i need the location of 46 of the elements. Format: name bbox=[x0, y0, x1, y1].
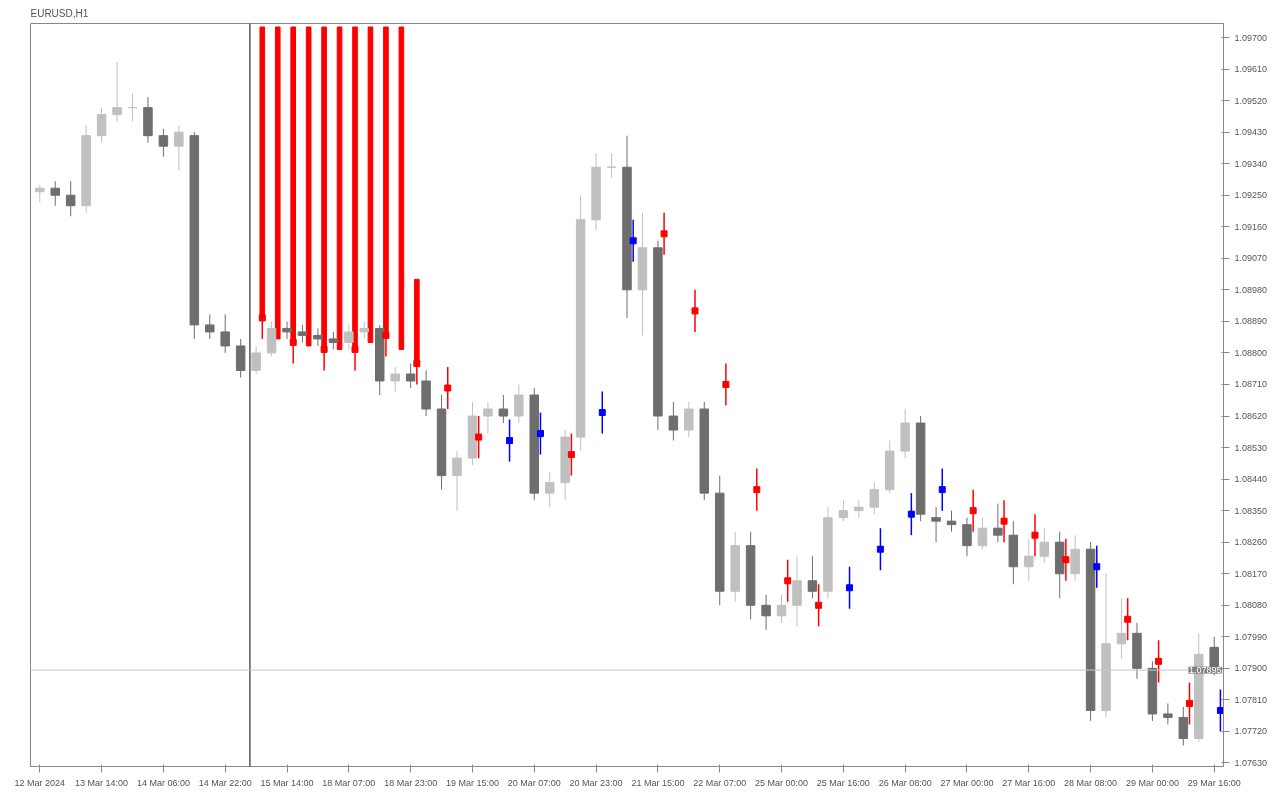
y-tick-label: 1.08620 bbox=[1234, 411, 1268, 422]
y-tick-label: 1.09430 bbox=[1234, 127, 1268, 138]
y-tick-label: 1.08170 bbox=[1234, 568, 1268, 579]
x-tick-label: 27 Mar 00:00 bbox=[940, 777, 994, 788]
y-tick-label: 1.08800 bbox=[1234, 347, 1268, 358]
y-tick-label: 1.08980 bbox=[1234, 284, 1268, 295]
y-tick-label: 1.08350 bbox=[1234, 505, 1268, 516]
y-tick-label: 1.08530 bbox=[1234, 442, 1268, 453]
x-tick-label: 22 Mar 07:00 bbox=[693, 777, 747, 788]
x-tick-label: 18 Mar 07:00 bbox=[322, 777, 376, 788]
ref-line-label: 1.07895 bbox=[1188, 665, 1222, 676]
x-tick-label: 21 Mar 15:00 bbox=[631, 777, 685, 788]
y-tick-label: 1.09340 bbox=[1234, 158, 1268, 169]
x-tick-label: 20 Mar 23:00 bbox=[569, 777, 623, 788]
x-tick-label: 15 Mar 14:00 bbox=[260, 777, 314, 788]
x-tick-label: 14 Mar 22:00 bbox=[198, 777, 252, 788]
x-tick-label: 29 Mar 00:00 bbox=[1125, 777, 1179, 788]
y-tick-label: 1.08260 bbox=[1234, 537, 1268, 548]
x-tick-label: 13 Mar 14:00 bbox=[75, 777, 129, 788]
x-tick-label: 26 Mar 08:00 bbox=[878, 777, 932, 788]
y-tick-label: 1.08890 bbox=[1234, 316, 1268, 327]
x-tick-label: 12 Mar 2024 bbox=[14, 777, 66, 788]
y-tick-label: 1.09160 bbox=[1234, 221, 1268, 232]
y-tick-label: 1.07810 bbox=[1234, 694, 1268, 705]
x-tick-label: 25 Mar 00:00 bbox=[755, 777, 809, 788]
x-tick-label: 19 Mar 15:00 bbox=[445, 777, 499, 788]
y-tick-label: 1.09610 bbox=[1234, 64, 1268, 75]
y-tick-label: 1.09070 bbox=[1234, 253, 1268, 264]
x-tick-label: 14 Mar 06:00 bbox=[136, 777, 190, 788]
y-tick-label: 1.09520 bbox=[1234, 95, 1268, 106]
x-tick-label: 18 Mar 23:00 bbox=[384, 777, 438, 788]
y-tick-label: 1.09250 bbox=[1234, 190, 1268, 201]
y-tick-label: 1.07630 bbox=[1234, 758, 1268, 768]
x-tick-label: 28 Mar 08:00 bbox=[1064, 777, 1118, 788]
y-tick-label: 1.07720 bbox=[1234, 726, 1268, 737]
chart-title: EURUSD,H1 bbox=[30, 7, 89, 19]
x-tick-label: 25 Mar 16:00 bbox=[816, 777, 870, 788]
x-tick-label: 29 Mar 16:00 bbox=[1187, 777, 1241, 788]
y-tick-label: 1.08440 bbox=[1234, 474, 1268, 485]
y-tick-label: 1.09700 bbox=[1234, 32, 1268, 43]
x-tick-label: 20 Mar 07:00 bbox=[507, 777, 561, 788]
y-tick-label: 1.08710 bbox=[1234, 379, 1268, 390]
y-tick-label: 1.08080 bbox=[1234, 600, 1268, 611]
y-tick-label: 1.07990 bbox=[1234, 631, 1268, 642]
x-tick-label: 27 Mar 16:00 bbox=[1002, 777, 1056, 788]
y-tick-label: 1.07900 bbox=[1234, 663, 1268, 674]
